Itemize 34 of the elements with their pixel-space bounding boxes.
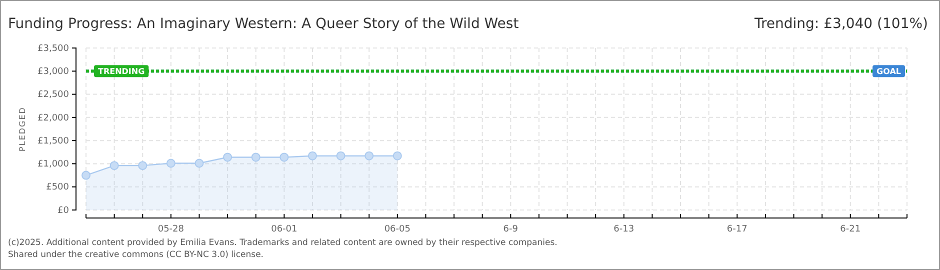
- x-tick-label: 6-13: [614, 224, 634, 234]
- point: [82, 170, 90, 180]
- y-tick-label: £2,500: [38, 90, 70, 100]
- point: [280, 152, 289, 162]
- y-tick-label: £0: [58, 206, 70, 216]
- point: [166, 158, 176, 168]
- point: [308, 151, 317, 160]
- text: (c)2025. Additional content provided by Emilia Evans. Trademarks and related content are owned by their respective companies.: [8, 238, 558, 248]
- chart-title: Funding Progress: An Imaginary Western: A Queer Story of the Wild West: [8, 16, 520, 32]
- x-tick-label: 06-01: [271, 224, 298, 234]
- text: Shared under the creative commons (CC BY-NC 3.0) license.: [8, 250, 264, 260]
- point: [336, 151, 346, 160]
- ref-line-label: TRENDING: [98, 67, 145, 76]
- y-tick-label: £3,000: [38, 67, 70, 78]
- y-tick-label: £500: [46, 182, 70, 193]
- y-tick-label: £2,000: [38, 113, 70, 124]
- x-tick-label: 6-21: [840, 224, 861, 234]
- y-tick-label: £3,500: [38, 44, 70, 54]
- point: [364, 151, 374, 160]
- y-tick-label: £1,000: [38, 160, 70, 170]
- x-tick-label: 05-28: [158, 224, 184, 234]
- x-tick-label: 6-17: [726, 224, 748, 234]
- x-tick-label: 6-9: [503, 224, 518, 234]
- point: [223, 152, 232, 162]
- y-tick-label: £1,500: [38, 136, 70, 146]
- y-axis-title: PLEDGED: [18, 106, 27, 152]
- x-tick-label: 06-05: [384, 224, 410, 234]
- point: [110, 161, 119, 170]
- ref-line-label: GOAL: [876, 67, 901, 76]
- point: [194, 158, 204, 168]
- point: [251, 152, 260, 162]
- point: [392, 151, 402, 160]
- point: [138, 161, 148, 170]
- chart-subtitle: Trending: £3,040 (101%): [753, 16, 928, 32]
